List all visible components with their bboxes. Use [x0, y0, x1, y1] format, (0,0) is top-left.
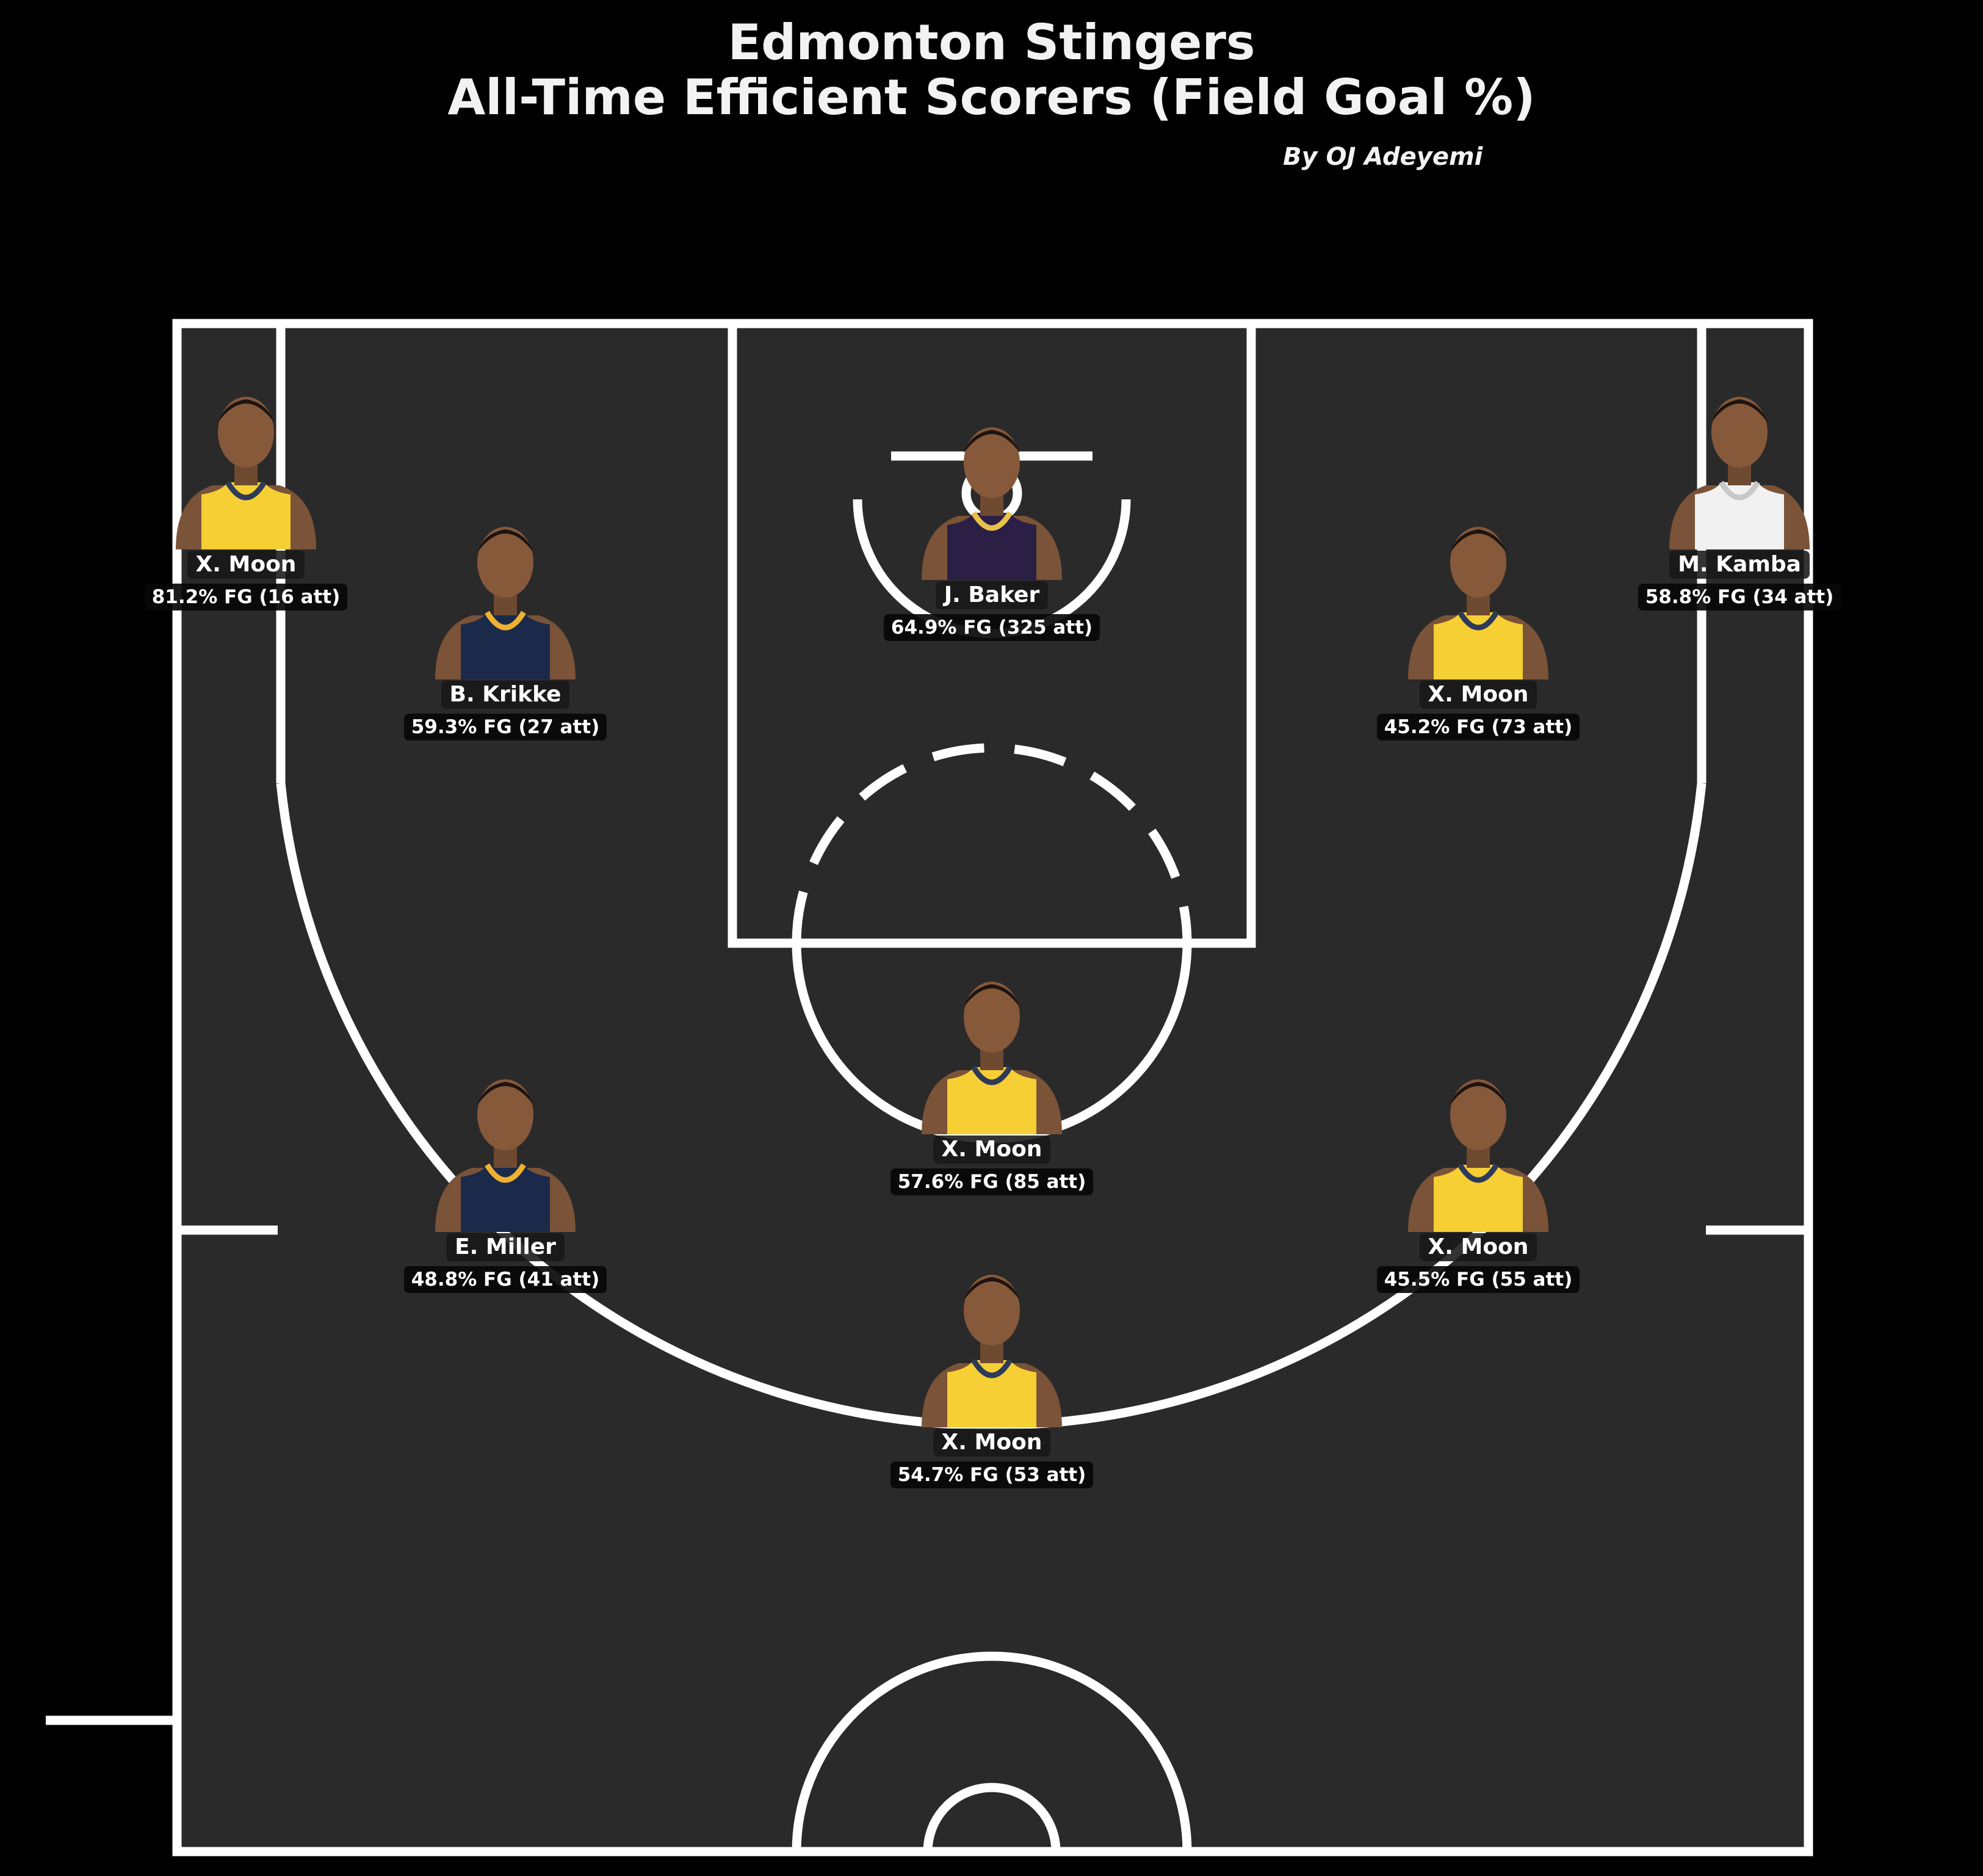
player-fg-stat-label: 48.8% FG (41 att)	[403, 1266, 607, 1293]
player-portrait-icon	[1669, 397, 1810, 549]
player-marker: X. Moon 45.2% FG (73 att)	[1338, 509, 1619, 741]
player-fg-stat-label: 45.5% FG (55 att)	[1376, 1266, 1580, 1293]
player-marker: X. Moon 54.7% FG (53 att)	[851, 1256, 1132, 1488]
player-fg-stat-label: 58.8% FG (34 att)	[1638, 584, 1841, 610]
player-name-label: E. Miller	[446, 1233, 565, 1261]
player-marker: E. Miller 48.8% FG (41 att)	[365, 1061, 646, 1293]
player-fg-stat-label: 45.2% FG (73 att)	[1376, 714, 1580, 741]
player-fg-stat-label: 64.9% FG (325 att)	[883, 614, 1100, 641]
player-marker: X. Moon 45.5% FG (55 att)	[1338, 1061, 1619, 1293]
free-throw-circle-upper-dashed	[792, 743, 1192, 944]
author-byline: By OJ Adeyemi	[1283, 143, 1483, 171]
center-circle-inner	[923, 1783, 1061, 1852]
player-portrait-icon	[1408, 527, 1548, 679]
player-marker: X. Moon 81.2% FG (16 att)	[106, 378, 386, 610]
player-portrait-icon	[922, 982, 1062, 1134]
center-circle-outer	[792, 1651, 1192, 1852]
player-fg-stat-label: 54.7% FG (53 att)	[890, 1461, 1094, 1488]
player-marker: B. Krikke 59.3% FG (27 att)	[365, 509, 646, 741]
player-fg-stat-label: 59.3% FG (27 att)	[403, 714, 607, 741]
player-portrait-icon	[922, 1275, 1062, 1427]
player-marker: J. Baker 64.9% FG (325 att)	[851, 409, 1132, 641]
player-name-label: J. Baker	[935, 581, 1049, 609]
player-name-label: X. Moon	[1419, 681, 1537, 709]
player-portrait-icon	[176, 397, 316, 549]
player-portrait-icon	[922, 427, 1062, 580]
player-name-label: X. Moon	[933, 1135, 1051, 1164]
paint-key	[728, 319, 1256, 948]
player-marker: M. Kamba 58.8% FG (34 att)	[1599, 378, 1880, 610]
player-marker: X. Moon 57.6% FG (85 att)	[851, 963, 1132, 1195]
player-portrait-icon	[435, 527, 576, 679]
player-fg-stat-label: 81.2% FG (16 att)	[144, 584, 348, 610]
player-portrait-icon	[435, 1079, 576, 1232]
player-fg-stat-label: 57.6% FG (85 att)	[890, 1168, 1094, 1195]
player-portrait-icon	[1408, 1079, 1548, 1232]
chart-title-line2: All-Time Efficient Scorers (Field Goal %…	[447, 69, 1536, 126]
player-name-label: B. Krikke	[441, 681, 570, 709]
chart-title-line1: Edmonton Stingers	[728, 14, 1255, 71]
player-name-label: M. Kamba	[1669, 551, 1810, 579]
player-name-label: X. Moon	[187, 551, 305, 579]
player-name-label: X. Moon	[1419, 1233, 1537, 1261]
player-name-label: X. Moon	[933, 1429, 1051, 1457]
